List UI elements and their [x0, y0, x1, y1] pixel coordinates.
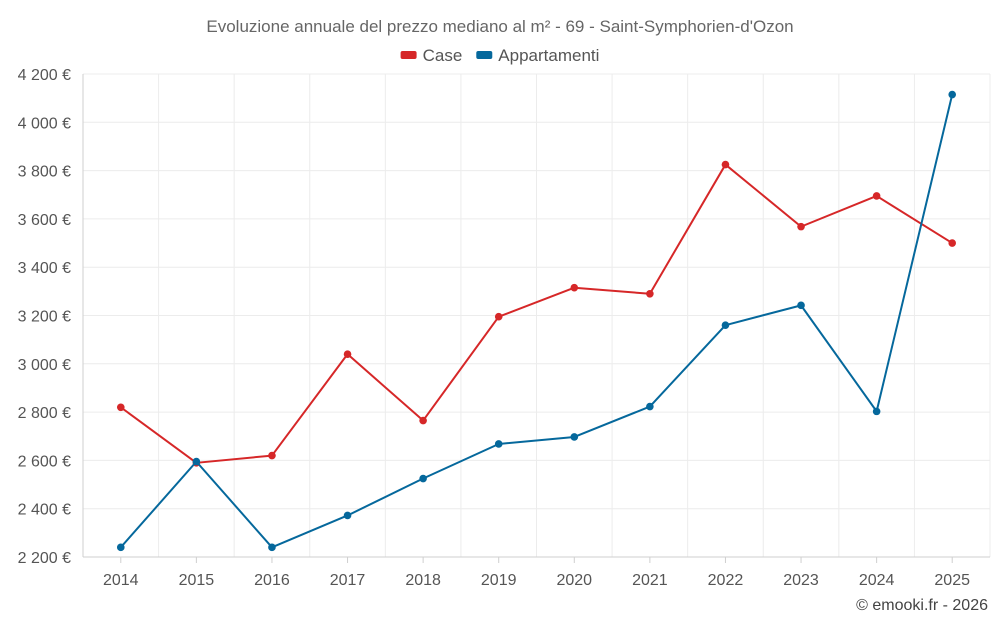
- data-point[interactable]: [268, 451, 276, 460]
- data-point[interactable]: [797, 301, 805, 310]
- data-point[interactable]: [948, 239, 957, 247]
- x-tick-label: 2015: [179, 572, 215, 589]
- data-point[interactable]: [646, 402, 654, 411]
- x-tick-label: 2021: [632, 572, 668, 589]
- y-tick-label: 3 200 €: [18, 309, 71, 326]
- data-point[interactable]: [192, 457, 201, 466]
- x-tick-label: 2025: [934, 572, 970, 589]
- data-point[interactable]: [797, 222, 805, 231]
- data-point[interactable]: [494, 312, 503, 321]
- data-point[interactable]: [570, 433, 579, 441]
- x-tick-label: 2022: [708, 572, 744, 589]
- x-tick-label: 2019: [481, 572, 517, 589]
- data-point[interactable]: [872, 407, 881, 416]
- legend-item-case[interactable]: Case: [400, 46, 463, 65]
- credit-text: © emooki.fr - 2026: [856, 597, 988, 614]
- y-tick-label: 4 200 €: [18, 67, 71, 84]
- series-line: [120, 94, 954, 549]
- y-tick-label: 3 600 €: [18, 212, 71, 229]
- data-point[interactable]: [116, 543, 125, 552]
- x-tick-label: 2024: [859, 572, 895, 589]
- data-point[interactable]: [494, 440, 503, 448]
- series-layer: [116, 90, 957, 552]
- x-tick-label: 2016: [254, 572, 290, 589]
- x-tick-label: 2014: [103, 572, 139, 589]
- data-point[interactable]: [646, 289, 654, 298]
- y-tick-label: 2 800 €: [18, 405, 71, 422]
- data-point[interactable]: [419, 474, 427, 483]
- x-tick-label: 2020: [556, 572, 592, 589]
- legend-label: Case: [423, 46, 463, 65]
- axes: 2 200 € 2 400 € 2 600 € 2 800 € 3 000 € 3 200…: [18, 67, 990, 589]
- data-point[interactable]: [570, 283, 579, 292]
- series-line: [120, 163, 953, 464]
- x-tick-label: 2017: [330, 572, 366, 589]
- legend-label: Appartamenti: [498, 46, 599, 65]
- x-tick-label: 2023: [783, 572, 819, 589]
- data-point[interactable]: [268, 543, 276, 552]
- data-point[interactable]: [721, 160, 730, 169]
- data-point[interactable]: [419, 416, 427, 425]
- y-tick-label: 2 400 €: [18, 502, 71, 519]
- data-point[interactable]: [116, 403, 125, 412]
- y-tick-label: 3 000 €: [18, 357, 71, 374]
- y-tick-label: 2 600 €: [18, 453, 71, 470]
- series-appartamenti: [116, 90, 957, 552]
- chart-title: Evoluzione annuale del prezzo mediano al…: [206, 17, 793, 36]
- y-tick-label: 4 000 €: [18, 115, 71, 132]
- data-point[interactable]: [948, 90, 957, 99]
- legend-swatch: [400, 51, 417, 59]
- data-point[interactable]: [721, 321, 730, 329]
- data-point[interactable]: [343, 511, 352, 520]
- y-tick-label: 2 200 €: [18, 550, 71, 567]
- legend-swatch: [476, 51, 493, 59]
- legend: Case Appartamenti: [400, 46, 599, 65]
- legend-item-appartamenti[interactable]: Appartamenti: [476, 46, 599, 65]
- data-point[interactable]: [343, 350, 352, 358]
- data-point[interactable]: [872, 192, 881, 200]
- y-tick-label: 3 400 €: [18, 260, 71, 277]
- x-tick-label: 2018: [405, 572, 441, 589]
- grid: [82, 73, 991, 558]
- y-tick-label: 3 800 €: [18, 164, 71, 181]
